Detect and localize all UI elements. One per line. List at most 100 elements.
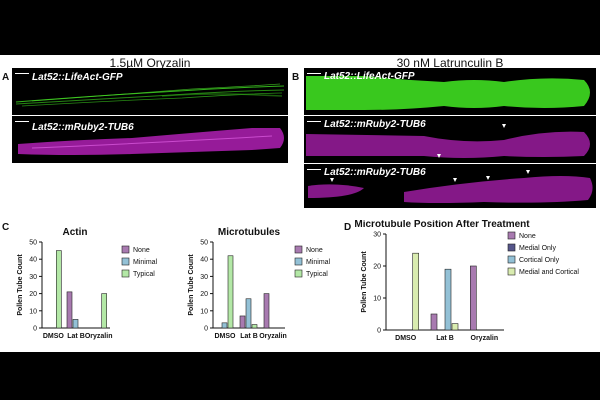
legend-swatch xyxy=(294,269,303,278)
panel-a-actin-image: Lat52::LifeAct-GFP xyxy=(12,68,288,115)
y-tick-label: 20 xyxy=(373,264,381,271)
y-tick-label: 0 xyxy=(204,326,208,333)
legend-swatch xyxy=(507,243,516,252)
bar xyxy=(245,298,252,329)
arrowhead-icon xyxy=(502,124,506,128)
y-tick-label: 50 xyxy=(29,240,37,247)
actin-tube-graphic xyxy=(306,76,590,110)
image-label: Lat52::mRuby2-TUB6 xyxy=(324,167,426,178)
legend-swatch xyxy=(507,231,516,240)
y-tick-label: 40 xyxy=(200,257,208,264)
actin-bar-chart: Actin Pollen Tube Count 0 10 20 30 40 50 DMSO Lat… xyxy=(17,227,158,340)
scale-bar xyxy=(307,169,321,170)
y-tick-label: 10 xyxy=(29,308,37,315)
y-tick-label: 10 xyxy=(200,308,208,315)
legend-swatch xyxy=(121,245,130,254)
x-tick-label: Oryzalin xyxy=(471,335,499,342)
legend-swatch xyxy=(294,257,303,266)
x-tick-label: Oryzalin xyxy=(85,333,113,340)
bar xyxy=(72,319,79,329)
image-label: Lat52::LifeAct-GFP xyxy=(32,72,123,83)
y-axis-label: Pollen Tube Count xyxy=(361,251,368,313)
bar xyxy=(444,268,452,331)
bar xyxy=(66,291,73,329)
bar xyxy=(227,255,234,329)
arrowhead-icon xyxy=(453,178,457,182)
y-axis-label: Pollen Tube Count xyxy=(188,254,195,316)
y-tick-label: 0 xyxy=(33,326,37,333)
panel-a-tubulin-image: Lat52::mRuby2-TUB6 xyxy=(12,116,288,163)
bar xyxy=(251,324,258,329)
panel-b-tubulin-image-2: Lat52::mRuby2-TUB6 xyxy=(304,164,596,208)
panel-letter-b: B xyxy=(292,72,300,83)
legend-swatch xyxy=(294,245,303,254)
scale-bar xyxy=(307,121,321,122)
bar xyxy=(412,252,419,331)
scale-bar xyxy=(15,73,29,74)
bar xyxy=(221,322,228,329)
microtubule-position-bar-chart: Microtubule Position After Treatment Poll… xyxy=(354,220,579,342)
bar xyxy=(451,323,459,331)
panel-b-actin-image: Lat52::LifeAct-GFP xyxy=(304,68,596,115)
bottom-black-band xyxy=(0,352,600,400)
image-label: Lat52::mRuby2-TUB6 xyxy=(324,119,426,130)
y-tick-label: 10 xyxy=(373,296,381,303)
legend-label: Medial and Cortical xyxy=(519,269,579,276)
top-black-band xyxy=(0,0,600,55)
arrowhead-icon xyxy=(330,178,334,182)
actin-filaments-graphic xyxy=(15,83,285,107)
image-label: Lat52::mRuby2-TUB6 xyxy=(32,122,134,133)
chart-title: Microtubule Position After Treatment xyxy=(354,220,530,230)
x-tick-label: Lat B xyxy=(436,335,454,342)
y-tick-label: 30 xyxy=(29,274,37,281)
bar xyxy=(101,293,107,329)
bar xyxy=(239,315,246,329)
y-axis-label: Pollen Tube Count xyxy=(17,254,24,316)
y-tick-label: 20 xyxy=(200,291,208,298)
bar xyxy=(470,265,477,331)
panel-letter-d: D xyxy=(344,222,352,233)
panel-letter-a: A xyxy=(2,72,10,83)
arrowhead-icon xyxy=(526,170,530,174)
tubulin-tube-graphic xyxy=(306,124,590,158)
x-tick-label: DMSO xyxy=(215,333,237,340)
y-tick-label: 40 xyxy=(29,257,37,264)
legend-label: None xyxy=(133,247,150,254)
y-tick-label: 0 xyxy=(377,328,381,335)
chart-title: Microtubules xyxy=(218,227,281,238)
tubulin-tube-graphic xyxy=(308,170,593,203)
tubulin-tube-graphic xyxy=(18,128,284,155)
image-label: Lat52::LifeAct-GFP xyxy=(324,71,415,82)
arrowhead-icon xyxy=(486,176,490,180)
x-tick-label: DMSO xyxy=(395,335,417,342)
y-tick-label: 50 xyxy=(200,240,208,247)
legend-label: Minimal xyxy=(306,259,331,266)
y-tick-label: 30 xyxy=(373,232,381,239)
y-tick-label: 30 xyxy=(200,274,208,281)
panel-b-tubulin-image-1: Lat52::mRuby2-TUB6 xyxy=(304,116,596,163)
legend-label: Typical xyxy=(306,271,328,278)
legend-label: Minimal xyxy=(133,259,158,266)
bar xyxy=(263,293,270,329)
scale-bar xyxy=(15,121,29,122)
x-tick-label: Lat B xyxy=(240,333,258,340)
x-tick-label: Oryzalin xyxy=(259,333,287,340)
legend-label: None xyxy=(519,233,536,240)
x-tick-label: Lat B xyxy=(67,333,85,340)
heading-oryzalin: 1.5µM Oryzalin xyxy=(109,56,191,70)
legend-swatch xyxy=(507,255,516,264)
microtubules-bar-chart: Microtubules Pollen Tube Count 0 10 20 30 40 50… xyxy=(188,227,331,340)
legend-swatch xyxy=(121,257,130,266)
bar xyxy=(56,250,62,329)
arrowhead-icon xyxy=(437,154,441,158)
panel-letter-c: C xyxy=(2,222,10,233)
chart-title: Actin xyxy=(63,227,88,238)
scale-bar xyxy=(307,73,321,74)
legend-swatch xyxy=(507,267,516,276)
x-tick-label: DMSO xyxy=(43,333,65,340)
legend-label: None xyxy=(306,247,323,254)
y-tick-label: 20 xyxy=(29,291,37,298)
legend-label: Cortical Only xyxy=(519,257,560,264)
heading-latrunculin: 30 nM Latrunculin B xyxy=(396,56,504,70)
legend-label: Medial Only xyxy=(519,245,556,252)
